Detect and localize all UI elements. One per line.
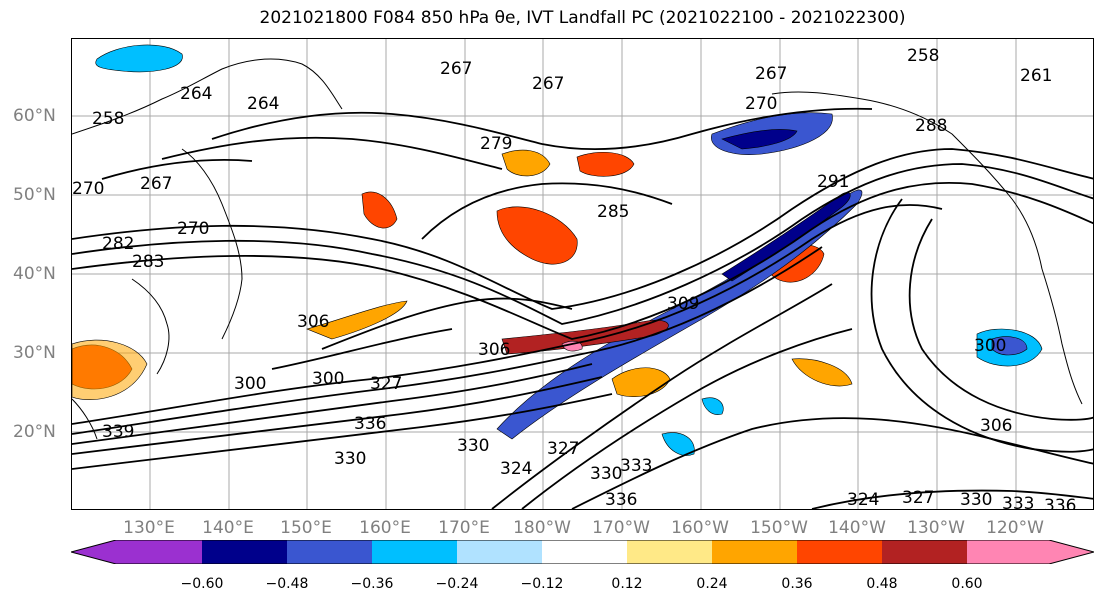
- lon-label-160e: 160°E: [359, 518, 411, 538]
- contour-label-330: 330: [457, 436, 489, 456]
- colorbar-tick-label: 0.60: [951, 576, 983, 592]
- lon-label-160w: 160°W: [671, 518, 729, 538]
- contour-label-309: 309: [667, 294, 699, 314]
- contour-label-283: 283: [132, 252, 164, 272]
- colorbar-tick-label: −0.24: [435, 576, 479, 592]
- lon-label-170e: 170°E: [438, 518, 490, 538]
- contour-label-264: 264: [247, 94, 279, 114]
- map-panel: 258 267 267 267 264 264 261 258 270 279 …: [71, 38, 1094, 510]
- contour-label-330: 330: [590, 464, 622, 484]
- contour-label-324: 324: [847, 490, 879, 510]
- contour-label-270: 270: [177, 219, 209, 239]
- contour-label-327: 327: [370, 374, 402, 394]
- contour-label-258: 258: [907, 46, 939, 66]
- map-title: 2021021800 F084 850 hPa θe, IVT Landfall…: [259, 8, 906, 28]
- colorbar-segment: [712, 540, 797, 564]
- lat-label-40n: 40°N: [13, 264, 56, 284]
- shade-orange-patch: [501, 149, 551, 177]
- lon-label-140e: 140°E: [202, 518, 254, 538]
- contour-label-258: 258: [92, 109, 124, 129]
- theta-e-contours: [72, 107, 1093, 509]
- colorbar-tick-label: 0.12: [611, 576, 643, 592]
- colorbar-tick-label: 0.36: [781, 576, 813, 592]
- pc-shading: [72, 44, 1043, 456]
- contour-label-279: 279: [480, 134, 512, 154]
- colorbar-segment: [967, 540, 1094, 564]
- contour-label-339: 339: [102, 422, 134, 442]
- colorbar-tick-label: −0.36: [350, 576, 394, 592]
- contour-label-306: 306: [980, 416, 1012, 436]
- colorbar-tick-label: −0.48: [265, 576, 309, 592]
- colorbar-segment: [542, 540, 627, 564]
- lon-label-170w: 170°W: [592, 518, 650, 538]
- shade-yellow-patch: [791, 358, 853, 387]
- colorbar-tick-label: −0.60: [180, 576, 224, 592]
- contour-label-300: 300: [312, 369, 344, 389]
- colorbar-segment: [457, 540, 542, 564]
- lon-label-130e: 130°E: [123, 518, 175, 538]
- colorbar-segment: [202, 540, 287, 564]
- contour-label-336: 336: [1044, 496, 1076, 510]
- contour-label-300: 300: [974, 336, 1006, 356]
- contour-label-291: 291: [817, 172, 849, 192]
- shade-blue-patch: [661, 432, 695, 456]
- contour-label-324: 324: [500, 459, 532, 479]
- contour-label-336: 336: [605, 490, 637, 510]
- contour-label-267: 267: [440, 59, 472, 79]
- colorbar-segment: [627, 540, 712, 564]
- contour-label-282: 282: [102, 234, 134, 254]
- shade-orange-patch: [611, 367, 671, 397]
- lat-label-50n: 50°N: [13, 185, 56, 205]
- colorbar-segment: [71, 540, 202, 564]
- contour-label-306: 306: [297, 312, 329, 332]
- contour-label-267: 267: [755, 64, 787, 84]
- contour-label-327: 327: [902, 488, 934, 508]
- shade-orange-patch: [576, 152, 635, 177]
- graticule: [72, 39, 1093, 509]
- colorbar-segment: [797, 540, 882, 564]
- lon-label-130w: 130°W: [907, 518, 965, 538]
- contour-label-336: 336: [354, 414, 386, 434]
- contour-label-333: 333: [1002, 494, 1034, 510]
- contour-label-267: 267: [532, 74, 564, 94]
- lon-label-150w: 150°W: [750, 518, 808, 538]
- contour-label-333: 333: [620, 456, 652, 476]
- lon-label-180w: 180°W: [513, 518, 571, 538]
- shade-orange-patch: [496, 206, 578, 265]
- contour-label-267: 267: [140, 174, 172, 194]
- shade-orange-patch: [72, 339, 148, 400]
- contour-label-330: 330: [960, 490, 992, 510]
- lon-label-140w: 140°W: [828, 518, 886, 538]
- shade-blue-patch: [701, 397, 724, 415]
- colorbar-segment: [287, 540, 372, 564]
- lat-label-20n: 20°N: [13, 422, 56, 442]
- colorbar-segment: [372, 540, 457, 564]
- colorbar-tick-label: −0.12: [520, 576, 564, 592]
- lon-label-150e: 150°E: [280, 518, 332, 538]
- contour-label-group: 258 267 267 267 264 264 261 258 270 279 …: [72, 46, 1076, 510]
- contour-label-327: 327: [547, 439, 579, 459]
- contour-label-288: 288: [915, 116, 947, 136]
- shade-orange-patch: [361, 191, 398, 229]
- contour-label-285: 285: [597, 202, 629, 222]
- shade-yellow-patch: [306, 300, 408, 340]
- shade-blue-patch: [991, 336, 1028, 356]
- lon-label-120w: 120°W: [986, 518, 1044, 538]
- colorbar: [71, 540, 1094, 564]
- lat-label-60n: 60°N: [13, 106, 56, 126]
- contour-label-261: 261: [1020, 66, 1052, 86]
- contour-label-306: 306: [478, 340, 510, 360]
- contour-label-270: 270: [72, 179, 104, 199]
- colorbar-tick-label: 0.24: [696, 576, 728, 592]
- colorbar-tick-label: 0.48: [866, 576, 898, 592]
- contour-label-330: 330: [334, 449, 366, 469]
- shade-blue-patch: [721, 129, 798, 150]
- contour-label-270: 270: [745, 94, 777, 114]
- lat-label-30n: 30°N: [13, 343, 56, 363]
- colorbar-segment: [882, 540, 967, 564]
- shade-blue-patch: [95, 44, 183, 73]
- contour-label-264: 264: [180, 84, 212, 104]
- contour-label-300: 300: [234, 374, 266, 394]
